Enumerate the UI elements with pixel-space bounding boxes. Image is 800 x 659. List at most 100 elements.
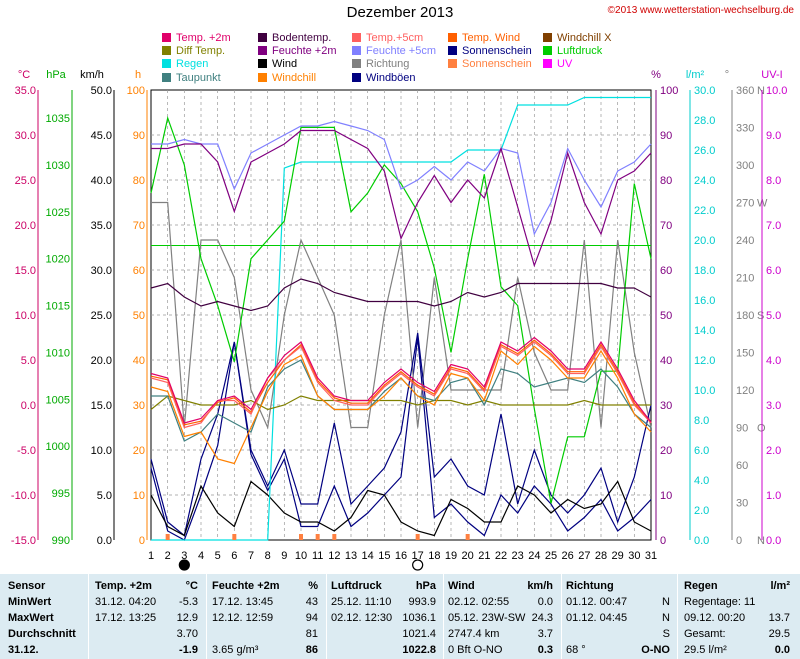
humidity-axis-unit: % [651,69,661,81]
table-cell: 05.12. 23W-SW [448,612,526,624]
legend-label: Windchill [272,72,317,84]
x-tick-label: 31 [645,550,657,562]
rain-tick-label: 18.0 [694,265,715,277]
x-tick-label: 17 [412,550,424,562]
series-line [150,332,652,537]
table-cell: O-NO [641,644,670,656]
uv-tick-label: 6.0 [766,265,781,277]
rain-tick-label: 10.0 [694,385,715,397]
table-cell: MinWert [8,596,52,608]
x-tick-label: 16 [395,550,407,562]
table-cell: 17.12. 13:25 [95,612,157,624]
table-cell: MaxWert [8,612,54,624]
sunshine-marker [232,534,237,540]
direction-tick-label: 240 [736,235,754,247]
x-tick-label: 14 [362,550,374,562]
table-cell: 0.0 [774,644,790,656]
x-tick-label: 29 [612,550,624,562]
copyright-text[interactable]: ©2013 www.wetterstation-wechselburg.de [607,5,794,16]
direction-axis-unit: ° [725,69,729,81]
table-cell: 24.3 [531,612,553,624]
sunshine-marker [332,534,337,540]
table-divider [443,574,444,659]
temp-tick-label: -15.0 [11,535,36,547]
wind-tick-label: 25.0 [91,310,112,322]
rain-tick-label: 20.0 [694,235,715,247]
pressure-tick-label: 995 [52,488,70,500]
direction-tick-label: 360 [736,85,754,97]
legend-item: Richtung [352,58,409,70]
legend: Temp. +2m Bodentemp. Temp.+5cm Temp. Wind Wi… [0,0,800,90]
wind-axis-unit: km/h [80,69,104,81]
wind-tick-label: 50.0 [91,85,112,97]
legend-label: Feuchte +2m [272,45,337,57]
temp-axis-unit: °C [18,69,30,81]
series-line [150,339,652,426]
weather-chart: 1 2 3 4 5 6 7 8 9 10 11 12 13 14 15 16 17 18 19 20 21 22 23 24 2… [11,69,787,571]
table-cell: 3.70 [176,628,198,640]
series-line [150,115,652,504]
legend-label: Sonnenschein [462,45,532,57]
rain-tick-label: 2.0 [694,505,709,517]
humidity-tick-label: 10 [660,490,672,502]
table-cell: 993.9 [408,596,436,608]
wind-tick-label: 15.0 [91,400,112,412]
legend-item: Wind [258,58,297,70]
hours-tick-label: 60 [133,265,145,277]
table-cell: Temp. +2m [95,580,152,592]
rain-tick-label: 16.0 [694,295,715,307]
legend-swatch [352,33,361,42]
uv-tick-label: 3.0 [766,400,781,412]
table-cell: N [662,596,670,608]
x-tick-label: 24 [528,550,540,562]
table-cell: 1022.8 [402,644,436,656]
rain-axis-unit: l/m² [686,69,705,81]
humidity-tick-label: 100 [660,85,678,97]
x-tick-label: 20 [462,550,474,562]
x-tick-label: 6 [231,550,237,562]
statistics-table: Sensor Temp. +2m °C Feuchte +2m% Luftdruck hP… [0,574,800,659]
table-cell: 01.12. 04:45 [566,612,628,624]
table-cell: 0.3 [537,644,553,656]
table-cell: 3.7 [537,628,553,640]
wind-tick-label: 0.0 [97,535,112,547]
x-tick-label: 12 [328,550,340,562]
series-line [150,345,652,465]
sunshine-marker [315,534,320,540]
direction-tick-label: 120 [736,385,754,397]
uv-tick-label: 10.0 [766,85,787,97]
pressure-tick-label: 1035 [46,113,70,125]
legend-label: Temp. +2m [176,32,231,44]
pressure-tick-label: 1015 [46,301,70,313]
legend-item: Luftdruck [543,45,602,57]
x-tick-label: 11 [312,550,323,562]
table-cell: Regen [684,580,718,592]
series-line [151,120,652,236]
direction-tick-label: 210 [736,273,754,285]
series-line [150,278,652,312]
legend-label: Taupunkt [176,72,221,84]
x-tick-label: 19 [445,550,457,562]
table-cell: Wind [448,580,475,592]
humidity-tick-label: 20 [660,445,672,457]
rain-tick-label: 12.0 [694,355,715,367]
direction-tick-label: 300 [736,160,754,172]
legend-label: UV [557,58,573,70]
table-cell: Luftdruck [331,580,382,592]
legend-item: Temp.+5cm [352,32,423,44]
legend-label: Wind [272,58,298,70]
legend-item: Sonnenschein [448,45,532,57]
pressure-tick-label: 1010 [46,347,70,359]
series-line [150,341,652,429]
legend-item: Regen [162,58,208,70]
table-cell: -1.9 [179,644,198,656]
legend-item: Diff Temp. [162,45,225,57]
wind-tick-label: 30.0 [91,265,112,277]
hours-tick-label: 70 [133,220,145,232]
uv-tick-label: 1.0 [766,490,781,502]
legend-item: Sonnenschein [448,58,532,70]
uv-tick-label: 7.0 [766,220,781,232]
table-divider [206,574,207,659]
legend-item: Windchill [258,72,316,84]
hours-tick-label: 0 [139,535,145,547]
